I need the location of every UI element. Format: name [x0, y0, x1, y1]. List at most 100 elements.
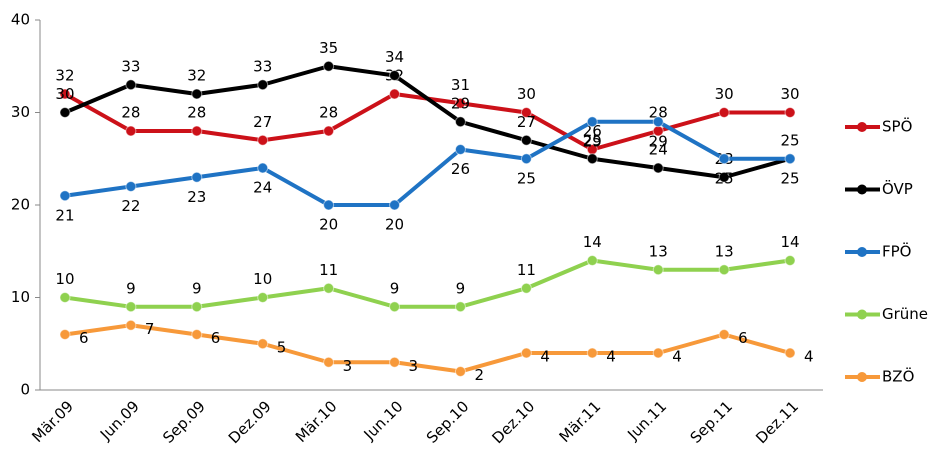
point-marker	[454, 301, 466, 313]
data-label: 33	[121, 57, 140, 75]
series-line	[63, 92, 791, 152]
point-marker	[586, 153, 598, 165]
series-line	[64, 258, 791, 309]
data-label: 30	[715, 85, 734, 103]
point-marker	[59, 88, 71, 100]
point-marker	[323, 60, 335, 72]
legend-marker	[857, 309, 867, 320]
data-label: 25	[715, 169, 734, 187]
data-label: 4	[540, 348, 550, 366]
y-tick-label: 0	[20, 381, 30, 399]
legend-label: SPÖ	[882, 117, 912, 136]
data-label: 35	[319, 39, 338, 57]
point-marker	[520, 107, 532, 118]
point-marker	[784, 347, 796, 359]
point-marker	[520, 134, 532, 146]
point-marker	[257, 338, 269, 350]
point-marker	[586, 255, 598, 266]
point-marker	[323, 356, 335, 368]
point-marker	[652, 264, 664, 276]
x-tick-label: Mär.10	[292, 397, 341, 446]
point-marker	[586, 347, 598, 359]
point-marker	[454, 366, 466, 377]
point-marker	[125, 181, 137, 192]
point-marker	[59, 292, 71, 303]
data-label: 14	[780, 233, 799, 251]
data-label: 28	[319, 104, 338, 122]
data-label: 6	[211, 329, 221, 347]
x-tick-label: Jun.11	[623, 397, 670, 444]
point-marker	[718, 171, 730, 183]
data-label: 22	[121, 197, 140, 215]
data-label: 30	[55, 85, 74, 103]
data-label: 28	[649, 104, 668, 122]
legend-marker	[857, 372, 867, 382]
data-label: 29	[451, 94, 470, 112]
data-label: 14	[583, 233, 602, 251]
y-tick-label: 20	[11, 196, 30, 214]
data-label: 32	[187, 67, 206, 85]
point-marker	[125, 79, 137, 91]
point-marker	[257, 134, 269, 146]
y-tick-label: 40	[11, 11, 30, 29]
point-marker	[389, 356, 401, 368]
data-label: 13	[649, 242, 668, 260]
x-tick-label: Dez.11	[752, 397, 802, 447]
data-label: 20	[385, 216, 404, 234]
point-marker	[191, 88, 203, 100]
point-marker	[718, 264, 730, 276]
data-label: 9	[390, 279, 400, 297]
point-marker	[191, 171, 203, 183]
data-label: 2	[474, 366, 484, 384]
point-marker	[454, 144, 466, 155]
data-label: 25	[780, 169, 799, 187]
point-marker	[454, 116, 466, 128]
data-label: 6	[79, 329, 89, 347]
point-marker	[125, 125, 137, 137]
data-label: 10	[253, 270, 272, 288]
point-marker	[257, 162, 269, 174]
point-marker	[520, 282, 532, 294]
x-tick-label: Jun.09	[96, 397, 143, 444]
x-tick-label: Sep.11	[687, 397, 737, 447]
point-marker	[454, 97, 466, 109]
point-marker	[652, 347, 664, 359]
series-line	[64, 64, 791, 180]
data-label: 21	[55, 206, 74, 224]
point-marker	[652, 116, 664, 128]
data-label: 9	[192, 279, 202, 297]
point-marker	[784, 153, 796, 165]
point-marker	[389, 70, 401, 81]
data-label: 28	[187, 104, 206, 122]
data-label: 27	[253, 113, 272, 131]
data-label: 11	[319, 261, 338, 279]
series-line	[64, 119, 791, 207]
point-marker	[257, 79, 269, 91]
legend-marker	[857, 247, 867, 257]
data-label: 23	[187, 188, 206, 206]
y-tick-label: 10	[11, 288, 30, 306]
data-label: 4	[606, 348, 616, 366]
data-label: 32	[55, 67, 74, 85]
data-label: 24	[649, 141, 668, 159]
data-label: 25	[517, 169, 536, 187]
point-marker	[59, 107, 71, 118]
point-marker	[59, 190, 71, 202]
point-marker	[586, 116, 598, 128]
data-label: 4	[804, 348, 814, 366]
point-marker	[718, 107, 730, 118]
data-label: 13	[715, 242, 734, 260]
legend-label: ÖVP	[882, 179, 913, 198]
data-label: 25	[583, 131, 602, 149]
x-tick-label: Sep.10	[423, 397, 473, 447]
data-label: 29	[649, 132, 668, 150]
data-label: 31	[451, 76, 470, 94]
y-tick-label: 30	[11, 103, 30, 121]
point-marker	[389, 88, 401, 100]
data-label: 26	[451, 160, 470, 178]
point-marker	[389, 199, 401, 211]
data-label: 7	[145, 320, 155, 338]
data-label: 34	[385, 48, 404, 66]
point-marker	[191, 329, 203, 340]
